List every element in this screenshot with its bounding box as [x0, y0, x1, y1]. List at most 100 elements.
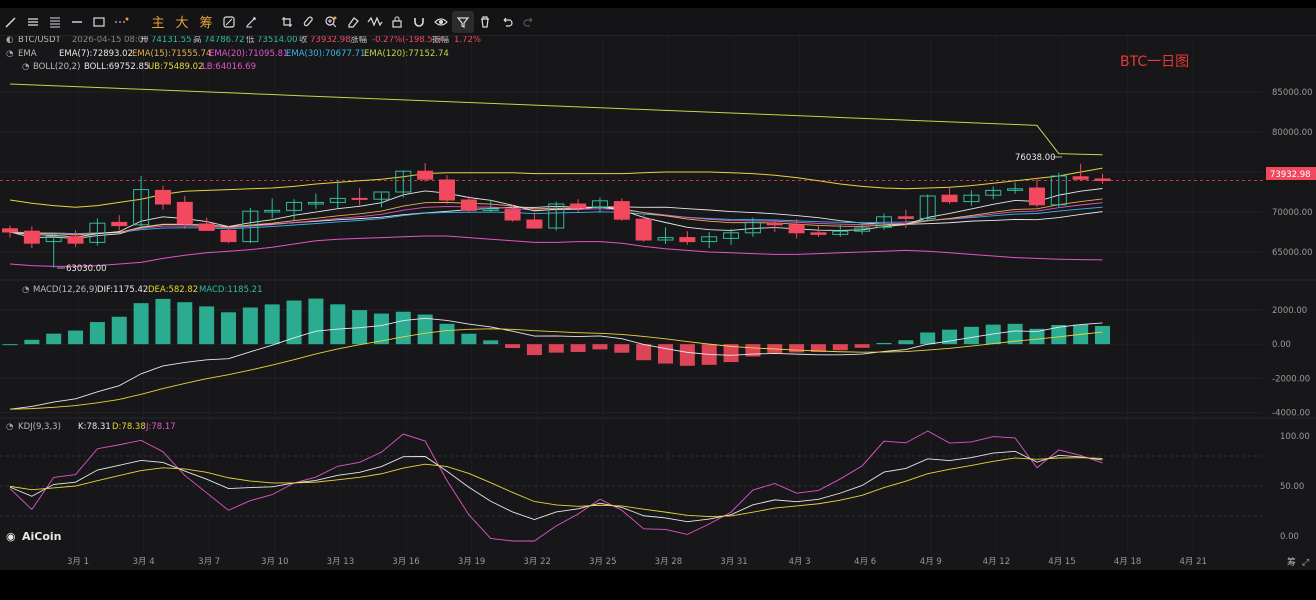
macd-bar — [570, 344, 586, 352]
price-tag-bg — [1266, 167, 1316, 180]
candle-body — [570, 203, 587, 209]
indicator-compare-icon[interactable] — [218, 11, 240, 33]
amp-value: 1.72% — [454, 36, 481, 45]
boll-ub-line — [9, 167, 1103, 208]
candle-body — [744, 221, 761, 234]
time-label: 2026-04-15 08:00 — [72, 36, 149, 45]
parallel-lines-icon[interactable] — [44, 11, 66, 33]
main-indicator-button[interactable]: 主 — [151, 16, 165, 31]
macd-bar — [373, 313, 389, 345]
boll-lb-value: LB:64016.69 — [202, 62, 256, 72]
macd-bar — [483, 340, 499, 345]
candle-body — [613, 201, 630, 220]
fullscreen-icon[interactable]: ⤢ — [1301, 558, 1309, 568]
candle-body — [504, 209, 521, 221]
eraser-icon[interactable] — [342, 11, 364, 33]
trash-icon[interactable] — [474, 11, 496, 33]
chart-area[interactable]: 85000.0080000.0075000.0070000.0065000.00… — [0, 34, 1316, 570]
ema-name: EMA — [18, 49, 37, 59]
zoom-plus-icon[interactable] — [320, 11, 342, 33]
eye-icon[interactable]: ◐ — [6, 35, 13, 45]
candle-body — [591, 200, 608, 208]
pen-icon[interactable] — [0, 11, 22, 33]
candle-body — [985, 189, 1002, 196]
crop-icon[interactable] — [276, 11, 298, 33]
time-tick-label: 4月 21 — [1179, 557, 1206, 567]
corner-label[interactable]: 筹 — [1287, 556, 1296, 568]
macd-bar — [723, 344, 739, 363]
candle-body — [460, 199, 477, 211]
candle-body — [897, 216, 914, 219]
lock-icon[interactable] — [386, 11, 408, 33]
candle-body — [941, 194, 958, 203]
candle-body — [111, 221, 128, 227]
macd-bar — [1051, 325, 1067, 345]
visibility-icon[interactable] — [430, 11, 452, 33]
bottom-bar — [0, 570, 1316, 600]
candle-body — [329, 197, 346, 203]
change-label: 涨幅 — [350, 36, 368, 45]
lines-icon[interactable] — [22, 11, 44, 33]
ema-legend: ◔ EMA EMA(7):72893.02 EMA(15):71555.74 E… — [6, 49, 449, 59]
rectangle-icon[interactable] — [88, 11, 110, 33]
boll-lb-line — [9, 235, 1103, 267]
candle-body — [832, 230, 849, 235]
time-tick-label: 4月 15 — [1048, 557, 1075, 567]
chart-svg[interactable]: 85000.0080000.0075000.0070000.0065000.00… — [0, 34, 1316, 570]
header-legend: ◐ BTC/USDT 2026-04-15 08:00 开 74131.55 高… — [6, 34, 481, 45]
macd-bar — [461, 333, 477, 345]
link-icon[interactable] — [298, 11, 320, 33]
redo-icon[interactable] — [518, 11, 540, 33]
macd-tick-label: 2000.00 — [1272, 306, 1307, 316]
macd-bar — [898, 340, 914, 345]
chips-button[interactable]: 筹 — [199, 16, 213, 31]
more-dots-icon[interactable] — [110, 11, 132, 33]
macd-bar — [242, 307, 258, 345]
horizontal-line-icon[interactable] — [66, 11, 88, 33]
time-tick-label: 3月 31 — [720, 557, 747, 567]
macd-toggle-icon[interactable]: ◔ — [22, 285, 29, 295]
boll-toggle-icon[interactable]: ◔ — [22, 62, 29, 72]
filter-icon[interactable] — [452, 10, 474, 33]
amp-label: 振幅 — [432, 36, 450, 45]
time-tick-label: 4月 6 — [854, 557, 876, 567]
macd-bar — [505, 344, 521, 349]
time-tick-label: 4月 18 — [1114, 557, 1141, 567]
macd-bar — [46, 333, 62, 345]
kdj-tick-label: 50.00 — [1280, 482, 1304, 492]
magnet-icon[interactable] — [408, 11, 430, 33]
macd-tick-label: -2000.00 — [1272, 374, 1310, 384]
macd-bar — [439, 323, 455, 345]
macd-bar — [155, 298, 171, 345]
undo-icon[interactable] — [496, 11, 518, 33]
macd-bar — [133, 303, 149, 345]
high-value: 74786.72 — [204, 36, 245, 45]
kdj-toggle-icon[interactable]: ◔ — [6, 422, 13, 432]
ema15-value: EMA(15):71555.74 — [132, 49, 211, 59]
kdj-d-line — [9, 457, 1103, 518]
macd-bar — [1029, 328, 1045, 345]
macd-bar — [89, 322, 105, 345]
macd-bar — [24, 339, 40, 345]
candle-body — [395, 170, 412, 193]
drawing-toolbar: 主 大 筹 — [0, 8, 1316, 36]
clear-drawing-icon[interactable] — [240, 11, 262, 33]
ema-toggle-icon[interactable]: ◔ — [6, 49, 13, 59]
aicoin-logo: ◉ — [6, 530, 16, 543]
macd-bar — [679, 344, 695, 366]
macd-bar — [352, 310, 368, 345]
kdj-tick-label: 100.00 — [1280, 432, 1310, 442]
kdj-tick-label: 0.00 — [1280, 532, 1299, 542]
pattern-icon[interactable] — [364, 11, 386, 33]
macd-bar — [963, 326, 979, 345]
large-button[interactable]: 大 — [175, 16, 189, 31]
change-value: -0.27%(-198.57) — [372, 36, 442, 45]
candle-body — [242, 210, 259, 243]
price-tick-label: 65000.00 — [1272, 248, 1313, 258]
chart-annotation: BTC一日图 — [1120, 54, 1189, 70]
macd-bar — [789, 344, 805, 353]
candle-body — [1072, 176, 1089, 180]
candle-body — [89, 222, 106, 243]
candle-body — [482, 208, 499, 211]
